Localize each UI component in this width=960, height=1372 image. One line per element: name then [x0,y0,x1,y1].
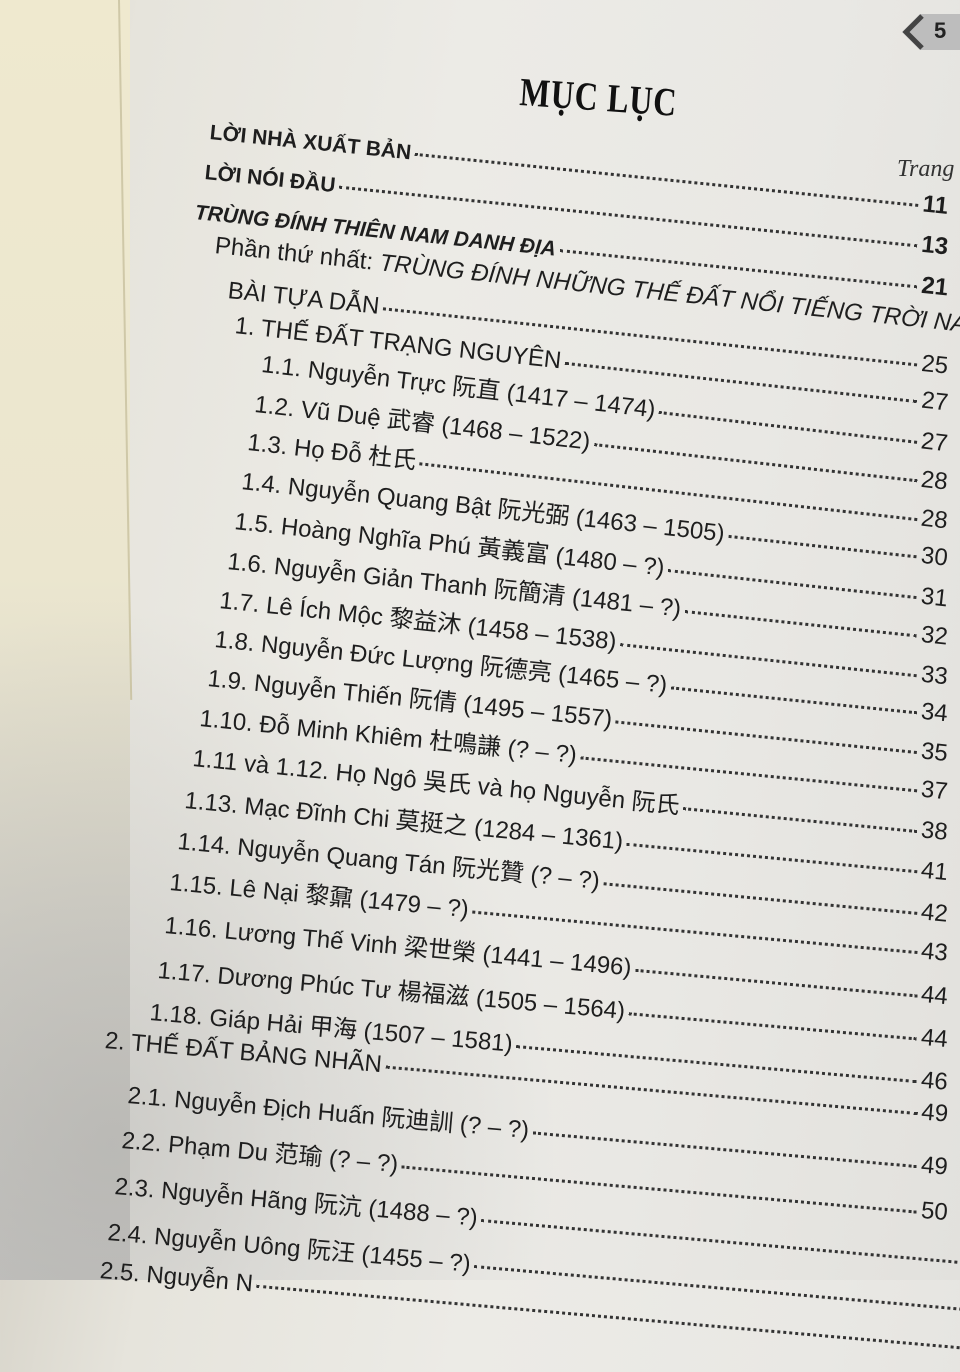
toc-entry-page: 38 [919,816,950,846]
toc-entry-page: 32 [919,620,950,651]
toc-entry-page: 44 [919,1023,949,1054]
toc-entry-page: 27 [920,386,950,417]
dot-leader [728,534,918,559]
toc-entry-page: 42 [919,898,949,928]
toc-entry-page: 27 [919,427,950,458]
toc-entry-page: 49 [919,1151,949,1181]
toc-entry-label: 2.5. Nguyễn N [98,1257,255,1298]
chevron-left-icon [902,14,960,50]
toc-entry-page: 25 [920,349,950,380]
toc-entry-page: 41 [919,856,949,887]
toc-entry-page: 34 [919,697,950,728]
toc-entry-page: 35 [919,737,950,768]
toc-entry-page: 50 [919,1196,949,1227]
column-header-trang: Trang [897,156,955,182]
toc-entry-page: 43 [919,937,949,967]
page-number: 5 [934,18,947,43]
toc-entry-page: 28 [919,504,950,535]
toc-entry-page: 21 [920,271,950,302]
toc-entry-page: 13 [920,230,950,261]
toc-entry-page: 31 [919,582,950,613]
dot-leader [683,807,918,834]
toc-entry-page: 46 [919,1066,949,1096]
page-number-tab: 5 [898,12,960,52]
toc-entry-page: 11 [921,190,950,220]
toc-entry-label: LỜI NHÀ XUẤT BẢN [208,121,413,165]
dot-leader [635,968,918,998]
dot-leader [628,1012,918,1041]
page-title: MỤC LỤC [518,69,679,125]
toc-entry-page: 30 [919,541,950,572]
toc-entry-page: 49 [920,1098,950,1128]
toc-entry-page: 33 [919,660,950,691]
toc-entry-page: 37 [919,775,950,806]
previous-page-edge [0,0,130,1280]
toc-entry-label: LỜI NÓI ĐẦU [203,161,337,198]
toc-entry-page: 28 [919,465,950,496]
toc-entry-page: 44 [919,980,949,1011]
